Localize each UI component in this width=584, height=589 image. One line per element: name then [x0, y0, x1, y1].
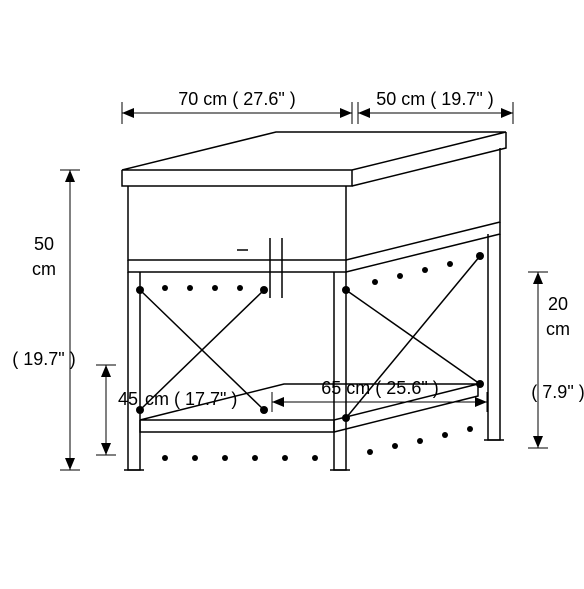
dim-clear-val: 20	[548, 294, 568, 314]
dim-clearance-right: 20 cm ( 7.9" )	[528, 272, 584, 448]
dim-clear-inch: ( 7.9" )	[531, 382, 584, 402]
dim-height-left: 50 cm ( 19.7" )	[12, 170, 80, 470]
dim-width-label: 70 cm ( 27.6" )	[178, 89, 295, 109]
rivets-front-bottom	[162, 455, 318, 461]
dim-height-unit: cm	[32, 259, 56, 279]
drawing-svg: 70 cm ( 27.6" ) 50 cm ( 19.7" ) 50 cm ( …	[0, 0, 584, 584]
dim-depth-label: 50 cm ( 19.7" )	[376, 89, 493, 109]
dim-clear-unit: cm	[546, 319, 570, 339]
dim-depth-top: 50 cm ( 19.7" )	[358, 89, 513, 124]
dim-height-val: 50	[34, 234, 54, 254]
dim-width-top: 70 cm ( 27.6" )	[122, 89, 352, 124]
technical-drawing: 70 cm ( 27.6" ) 50 cm ( 19.7" ) 50 cm ( …	[0, 0, 584, 584]
dim-shelf-width: 65 cm ( 25.6" )	[272, 378, 487, 412]
dim-height-inch: ( 19.7" )	[12, 349, 75, 369]
dim-shelf-depth: 45 cm ( 17.7" )	[96, 365, 237, 455]
table-top	[122, 132, 506, 186]
dim-swidth-label: 65 cm ( 25.6" )	[321, 378, 438, 398]
drawer-front	[128, 148, 500, 272]
